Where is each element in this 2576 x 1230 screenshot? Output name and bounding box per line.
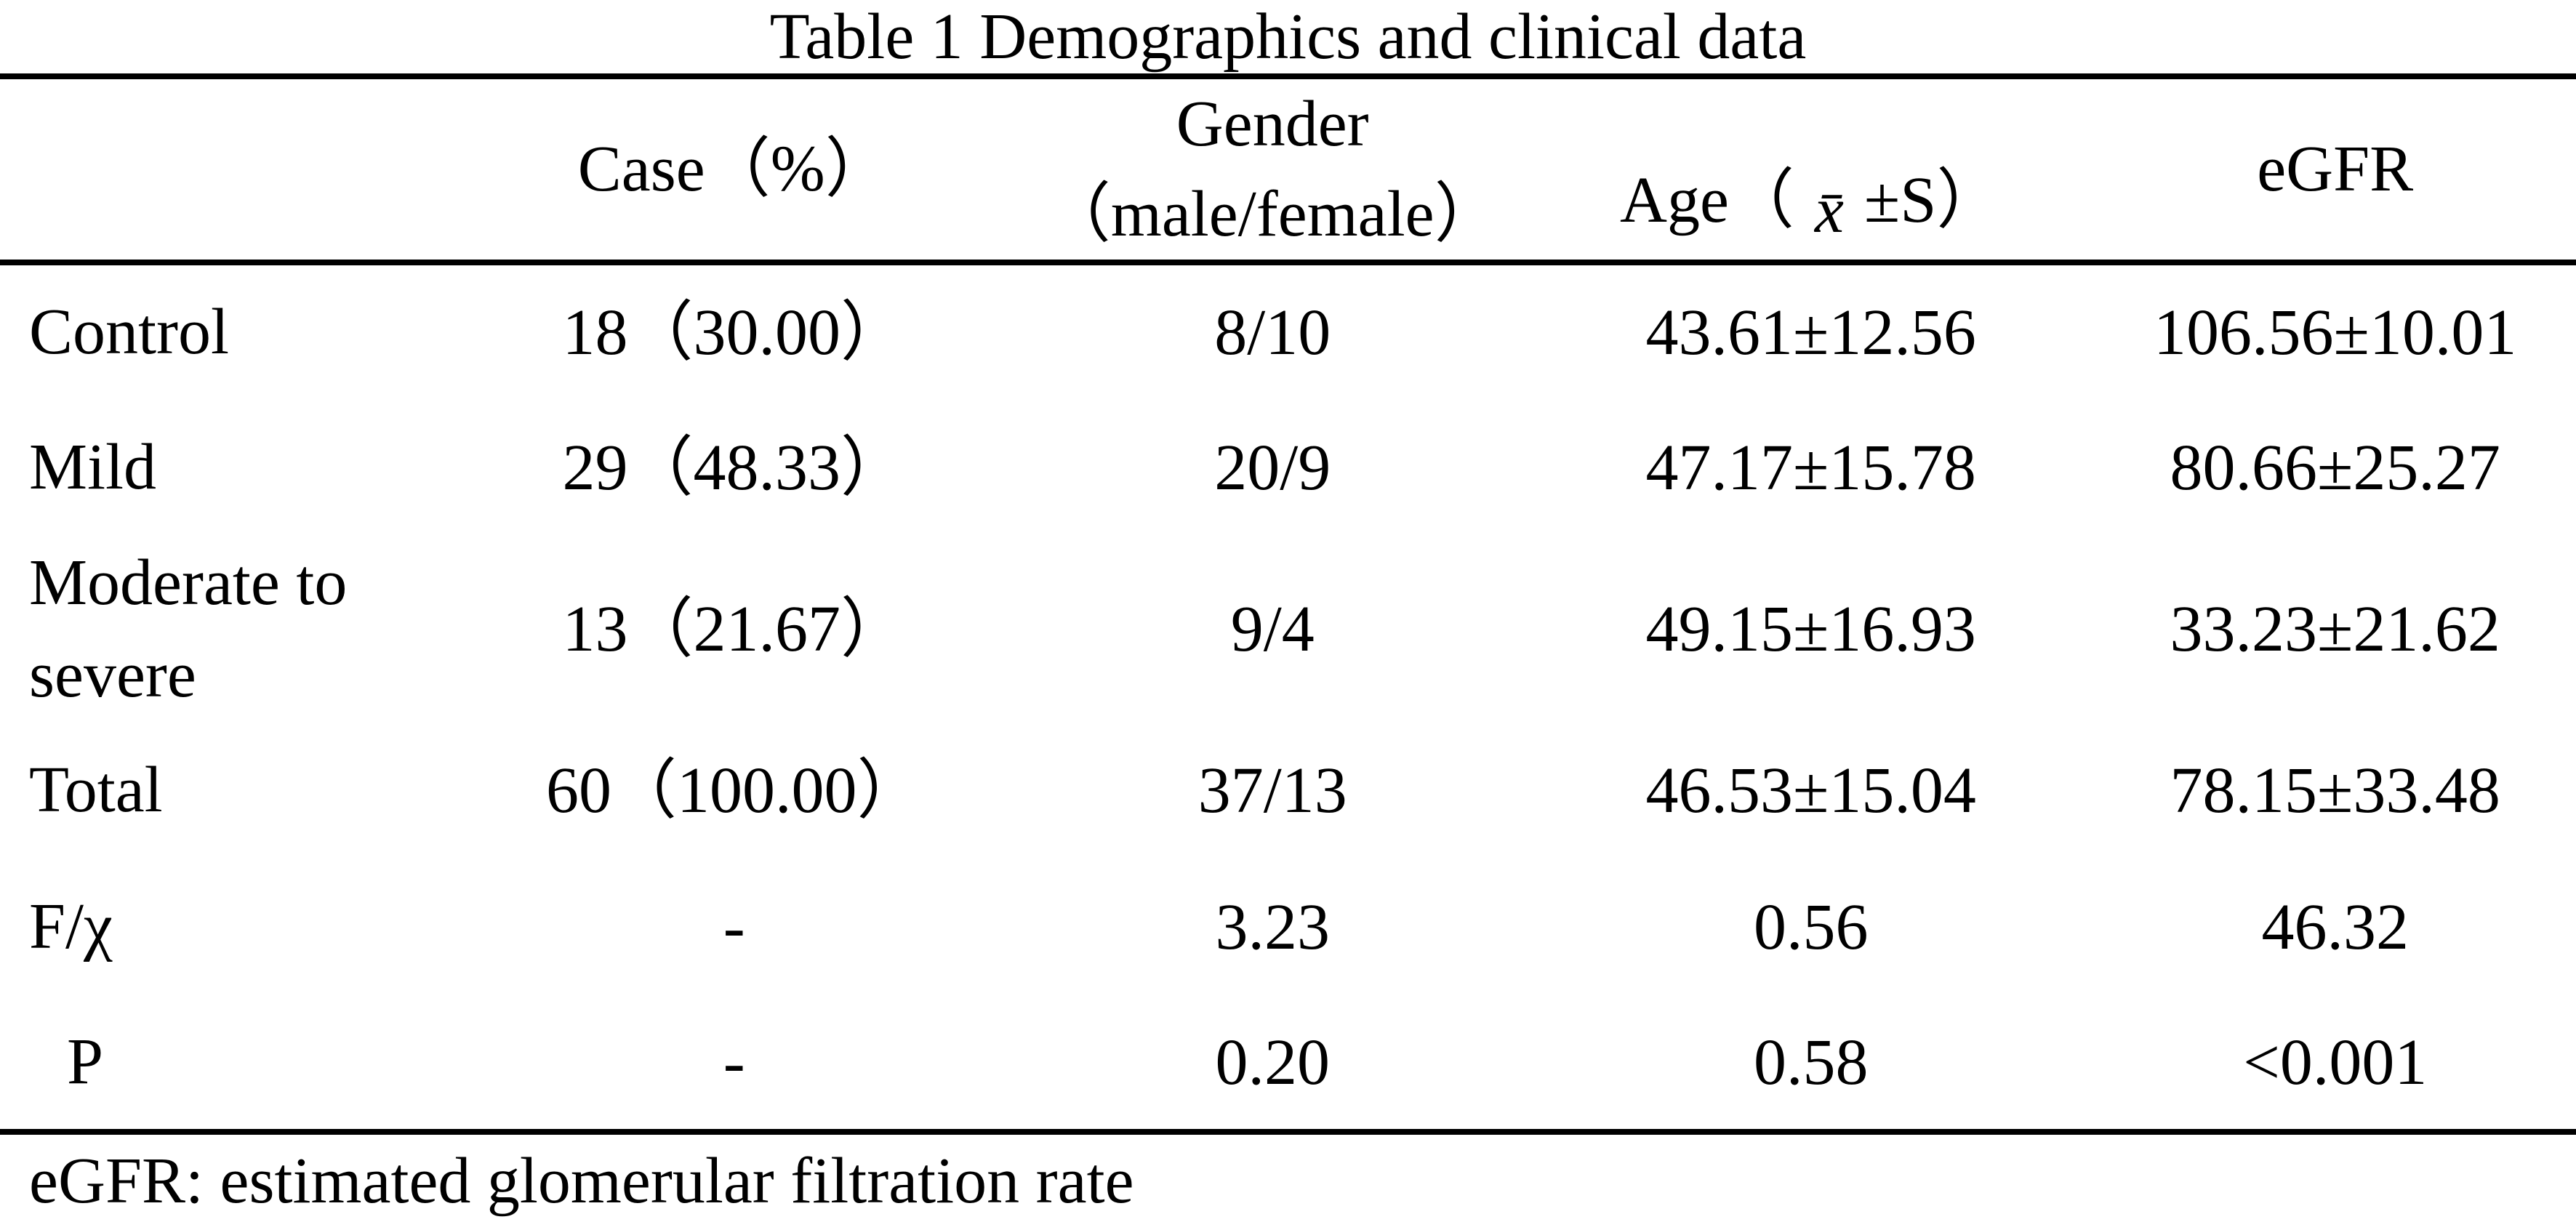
cell-gender: 0.20	[1215, 1026, 1330, 1098]
cell-case: 29（48.33）	[562, 431, 906, 504]
xbar-symbol: x̄	[1814, 174, 1844, 246]
table-header: Case（%） Gender （male/female） Age（ x̄ ±S） e…	[0, 76, 2576, 263]
header-case: Case（%）	[577, 133, 891, 206]
cell-age: 47.17±15.78	[1645, 431, 1976, 504]
cell-age: 0.56	[1753, 891, 1869, 963]
cell-case: 13（21.67）	[562, 592, 906, 665]
header-egfr: eGFR	[2257, 133, 2414, 206]
table-row-p-value: P - 0.20 0.58 <0.001	[0, 995, 2576, 1133]
header-row: Case（%） Gender （male/female） Age（ x̄ ±S） e…	[0, 76, 2576, 263]
cell-row-label: Moderate to severe	[29, 546, 348, 712]
cell-age: 46.53±15.04	[1645, 754, 1976, 827]
cell-case: 18（30.00）	[562, 296, 906, 369]
header-age-prefix: Age（	[1620, 164, 1794, 236]
cell-gender: 20/9	[1214, 431, 1331, 504]
header-gender: Gender （male/female）	[1017, 76, 1528, 262]
header-gender-line1: Gender	[1176, 88, 1369, 160]
cell-gender: 3.23	[1215, 891, 1330, 963]
cell-egfr: 33.23±21.62	[2170, 592, 2500, 665]
cell-gender: 37/13	[1197, 754, 1347, 827]
table-body: Control 18（30.00） 8/10 43.61±12.56 106.5…	[0, 262, 2576, 1133]
table-title: Table 1 Demographics and clinical data	[769, 0, 1807, 73]
cell-case: 60（100.00）	[545, 754, 923, 827]
cell-row-label: P	[67, 1026, 104, 1098]
table-row-control: Control 18（30.00） 8/10 43.61±12.56 106.5…	[0, 262, 2576, 399]
cell-egfr: 80.66±25.27	[2170, 431, 2500, 504]
cell-row-label: F/χ	[29, 891, 113, 963]
cell-egfr: 106.56±10.01	[2154, 296, 2517, 369]
cell-row-label: Total	[29, 754, 163, 827]
cell-row-label: Control	[29, 296, 230, 369]
cell-row-label: Mild	[29, 431, 157, 504]
cell-age: 43.61±12.56	[1645, 296, 1976, 369]
header-age-suffix: ±S）	[1863, 164, 2002, 236]
cell-case: -	[723, 1026, 745, 1098]
cell-age: 49.15±16.93	[1645, 592, 1976, 665]
table-row-total: Total 60（100.00） 37/13 46.53±15.04 78.15…	[0, 722, 2576, 859]
header-empty	[0, 76, 451, 262]
cell-gender: 9/4	[1230, 592, 1315, 665]
cell-egfr: 46.32	[2261, 891, 2409, 963]
header-gender-line2: （male/female）	[1045, 178, 1500, 251]
cell-case: -	[723, 891, 745, 963]
demographics-table: Case（%） Gender （male/female） Age（ x̄ ±S） e…	[0, 73, 2576, 1135]
cell-egfr: 78.15±33.48	[2170, 754, 2500, 827]
table-row-moderate-to-severe: Moderate to severe 13（21.67） 9/4 49.15±1…	[0, 536, 2576, 722]
cell-egfr: <0.001	[2243, 1026, 2428, 1098]
header-age: Age（ x̄ ±S）	[1528, 76, 2094, 262]
cell-age: 0.58	[1753, 1026, 1869, 1098]
table-row-mild: Mild 29（48.33） 20/9 47.17±15.78 80.66±25…	[0, 399, 2576, 536]
table-footnote: eGFR: estimated glomerular filtration ra…	[29, 1145, 1134, 1218]
cell-gender: 8/10	[1214, 296, 1331, 369]
table-row-f-chi: F/χ - 3.23 0.56 46.32	[0, 859, 2576, 995]
